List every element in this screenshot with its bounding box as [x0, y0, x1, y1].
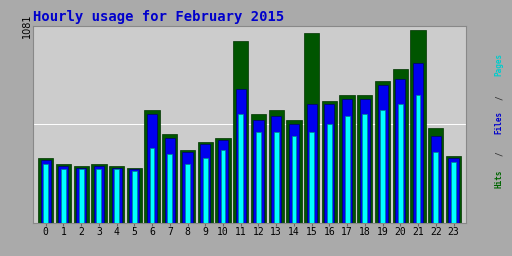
- Bar: [150, 148, 155, 223]
- Bar: [203, 158, 208, 223]
- Bar: [91, 164, 106, 223]
- Bar: [185, 164, 190, 223]
- Bar: [94, 166, 104, 223]
- Text: Hits: Hits: [495, 170, 504, 188]
- Bar: [200, 144, 210, 223]
- Bar: [413, 63, 423, 223]
- Bar: [271, 116, 281, 223]
- Bar: [127, 167, 142, 223]
- Bar: [342, 99, 352, 223]
- Bar: [79, 169, 83, 223]
- Bar: [307, 104, 317, 223]
- Bar: [449, 158, 459, 223]
- Bar: [362, 114, 367, 223]
- Bar: [269, 110, 284, 223]
- Bar: [218, 140, 228, 223]
- Bar: [114, 169, 119, 223]
- Bar: [357, 94, 372, 223]
- Bar: [198, 142, 213, 223]
- Bar: [309, 132, 314, 223]
- Bar: [109, 166, 124, 223]
- Bar: [274, 132, 279, 223]
- Bar: [44, 164, 48, 223]
- Bar: [165, 138, 175, 223]
- Bar: [147, 114, 157, 223]
- Bar: [144, 110, 160, 223]
- Bar: [256, 132, 261, 223]
- Text: /: /: [495, 95, 504, 100]
- Text: Pages: Pages: [495, 52, 504, 76]
- Bar: [112, 167, 122, 223]
- Bar: [345, 116, 350, 223]
- Bar: [322, 101, 337, 223]
- Bar: [76, 167, 86, 223]
- Bar: [253, 120, 264, 223]
- Bar: [236, 89, 246, 223]
- Bar: [216, 138, 230, 223]
- Bar: [360, 99, 370, 223]
- Bar: [167, 154, 172, 223]
- Bar: [61, 169, 66, 223]
- Bar: [431, 136, 441, 223]
- Text: /: /: [495, 151, 504, 156]
- Bar: [393, 69, 408, 223]
- Bar: [433, 152, 438, 223]
- Bar: [339, 94, 355, 223]
- Bar: [324, 104, 334, 223]
- Bar: [395, 79, 406, 223]
- Bar: [304, 34, 319, 223]
- Bar: [56, 164, 71, 223]
- Bar: [162, 134, 178, 223]
- Bar: [286, 120, 302, 223]
- Bar: [40, 160, 51, 223]
- Bar: [411, 29, 425, 223]
- Bar: [398, 104, 403, 223]
- Bar: [446, 156, 461, 223]
- Bar: [327, 124, 332, 223]
- Bar: [375, 81, 390, 223]
- Bar: [416, 94, 420, 223]
- Bar: [74, 166, 89, 223]
- Text: Files: Files: [495, 111, 504, 134]
- Bar: [233, 41, 248, 223]
- Bar: [291, 136, 296, 223]
- Bar: [96, 169, 101, 223]
- Bar: [221, 150, 225, 223]
- Bar: [428, 128, 443, 223]
- Bar: [132, 172, 137, 223]
- Text: Hourly usage for February 2015: Hourly usage for February 2015: [33, 10, 285, 24]
- Bar: [58, 166, 69, 223]
- Bar: [130, 169, 139, 223]
- Bar: [180, 150, 195, 223]
- Bar: [251, 114, 266, 223]
- Bar: [377, 85, 388, 223]
- Bar: [380, 110, 385, 223]
- Bar: [182, 152, 193, 223]
- Bar: [239, 114, 243, 223]
- Bar: [38, 158, 53, 223]
- Bar: [451, 162, 456, 223]
- Bar: [289, 124, 299, 223]
